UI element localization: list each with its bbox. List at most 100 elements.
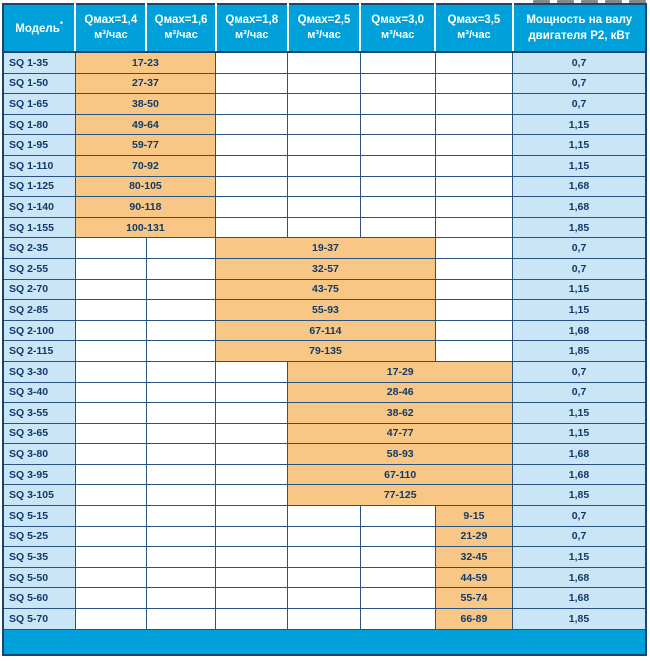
- empty-cell: [215, 216, 289, 239]
- model-cell: SQ 1-65: [2, 93, 76, 115]
- power-cell: 1,68: [512, 175, 647, 198]
- qmax-label: Qмах=3,5: [447, 14, 501, 27]
- model-cell: SQ 2-115: [2, 340, 76, 362]
- empty-cell: [287, 505, 361, 527]
- model-cell: SQ 2-35: [2, 237, 76, 259]
- model-cell: SQ 2-100: [2, 319, 76, 342]
- qmax-unit: м³/час: [235, 29, 269, 42]
- empty-cell: [74, 525, 147, 548]
- photo-fragment-segment: [629, 0, 646, 4]
- flow-range-cell: 90-118: [74, 196, 217, 218]
- flow-range-cell: 47-77: [287, 422, 514, 445]
- photo-fragment-segment: [557, 0, 574, 4]
- empty-cell: [359, 505, 436, 527]
- empty-cell: [215, 154, 289, 177]
- empty-cell: [74, 463, 147, 486]
- empty-cell: [74, 237, 147, 259]
- empty-cell: [74, 319, 147, 342]
- empty-cell: [145, 319, 217, 342]
- power-cell: 1,15: [512, 113, 647, 136]
- power-cell: 1,15: [512, 299, 647, 321]
- footer-row: [2, 628, 647, 656]
- empty-cell: [74, 381, 147, 404]
- power-cell: 1,15: [512, 402, 647, 424]
- table-row: SQ 3-95 67-110 1,68: [2, 463, 647, 486]
- flow-range-cell: 27-37: [74, 72, 217, 95]
- table-row: SQ 5-70 66-89 1,85: [2, 608, 647, 630]
- model-cell: SQ 1-155: [2, 216, 76, 239]
- table-row: SQ 2-85 55-93 1,15: [2, 299, 647, 321]
- photo-fragment-segment: [605, 0, 622, 4]
- model-cell: SQ 3-30: [2, 360, 76, 383]
- model-cell: SQ 3-55: [2, 402, 76, 424]
- empty-cell: [145, 340, 217, 362]
- table-row: SQ 3-105 77-125 1,85: [2, 484, 647, 507]
- empty-cell: [434, 257, 514, 280]
- empty-cell: [359, 216, 436, 239]
- table-row: SQ 1-125 80-105 1,68: [2, 175, 647, 198]
- empty-cell: [74, 257, 147, 280]
- table-row: SQ 3-55 38-62 1,15: [2, 402, 647, 424]
- empty-cell: [215, 196, 289, 218]
- flow-range-cell: 55-74: [434, 587, 514, 610]
- empty-cell: [215, 360, 289, 383]
- flow-range-cell: 43-75: [215, 278, 436, 301]
- table-row: SQ 2-70 43-75 1,15: [2, 278, 647, 301]
- empty-cell: [74, 505, 147, 527]
- flow-range-cell: 38-50: [74, 93, 217, 115]
- table-row: SQ 5-15 9-15 0,7: [2, 505, 647, 527]
- empty-cell: [215, 484, 289, 507]
- cropped-photo-fragment: [533, 0, 646, 4]
- flow-range-cell: 55-93: [215, 299, 436, 321]
- empty-cell: [215, 608, 289, 630]
- model-cell: SQ 1-35: [2, 51, 76, 74]
- flow-range-cell: 28-46: [287, 381, 514, 404]
- empty-cell: [74, 360, 147, 383]
- model-header-label: Модель: [15, 22, 60, 35]
- table-row: SQ 1-140 90-118 1,68: [2, 196, 647, 218]
- table-row: SQ 3-40 28-46 0,7: [2, 381, 647, 404]
- table-row: SQ 1-50 27-37 0,7: [2, 72, 647, 95]
- qmax-label: Qмах=1,6: [154, 14, 208, 27]
- model-cell: SQ 5-25: [2, 525, 76, 548]
- empty-cell: [359, 113, 436, 136]
- table-row: SQ 5-35 32-45 1,15: [2, 546, 647, 568]
- power-cell: 0,7: [512, 257, 647, 280]
- empty-cell: [215, 402, 289, 424]
- column-header-qmax-2-5: Qмах=2,5 м³/час: [287, 4, 362, 53]
- empty-cell: [145, 566, 217, 589]
- column-header-power: Мощность на валу двигателя P2, кВт: [512, 4, 646, 53]
- power-cell: 1,85: [512, 216, 647, 239]
- empty-cell: [359, 546, 436, 568]
- model-cell: SQ 3-95: [2, 463, 76, 486]
- empty-cell: [287, 51, 361, 74]
- qmax-unit: м³/час: [164, 29, 198, 42]
- qmax-unit: м³/час: [307, 29, 341, 42]
- empty-cell: [145, 278, 217, 301]
- model-cell: SQ 2-55: [2, 257, 76, 280]
- power-cell: 1,85: [512, 484, 647, 507]
- empty-cell: [215, 546, 289, 568]
- power-cell: 1,15: [512, 422, 647, 445]
- empty-cell: [145, 525, 217, 548]
- power-cell: 1,68: [512, 587, 647, 610]
- flow-range-cell: 32-45: [434, 546, 514, 568]
- empty-cell: [74, 566, 147, 589]
- empty-cell: [215, 72, 289, 95]
- empty-cell: [359, 566, 436, 589]
- photo-fragment-segment: [533, 0, 550, 4]
- empty-cell: [434, 216, 514, 239]
- model-footnote-mark: *: [59, 20, 63, 30]
- power-cell: 1,68: [512, 443, 647, 465]
- empty-cell: [359, 134, 436, 156]
- empty-cell: [434, 93, 514, 115]
- empty-cell: [145, 505, 217, 527]
- power-cell: 0,7: [512, 72, 647, 95]
- empty-cell: [434, 175, 514, 198]
- flow-range-cell: 77-125: [287, 484, 514, 507]
- empty-cell: [74, 278, 147, 301]
- empty-cell: [287, 154, 361, 177]
- table-row: SQ 2-100 67-114 1,68: [2, 319, 647, 342]
- power-cell: 1,68: [512, 319, 647, 342]
